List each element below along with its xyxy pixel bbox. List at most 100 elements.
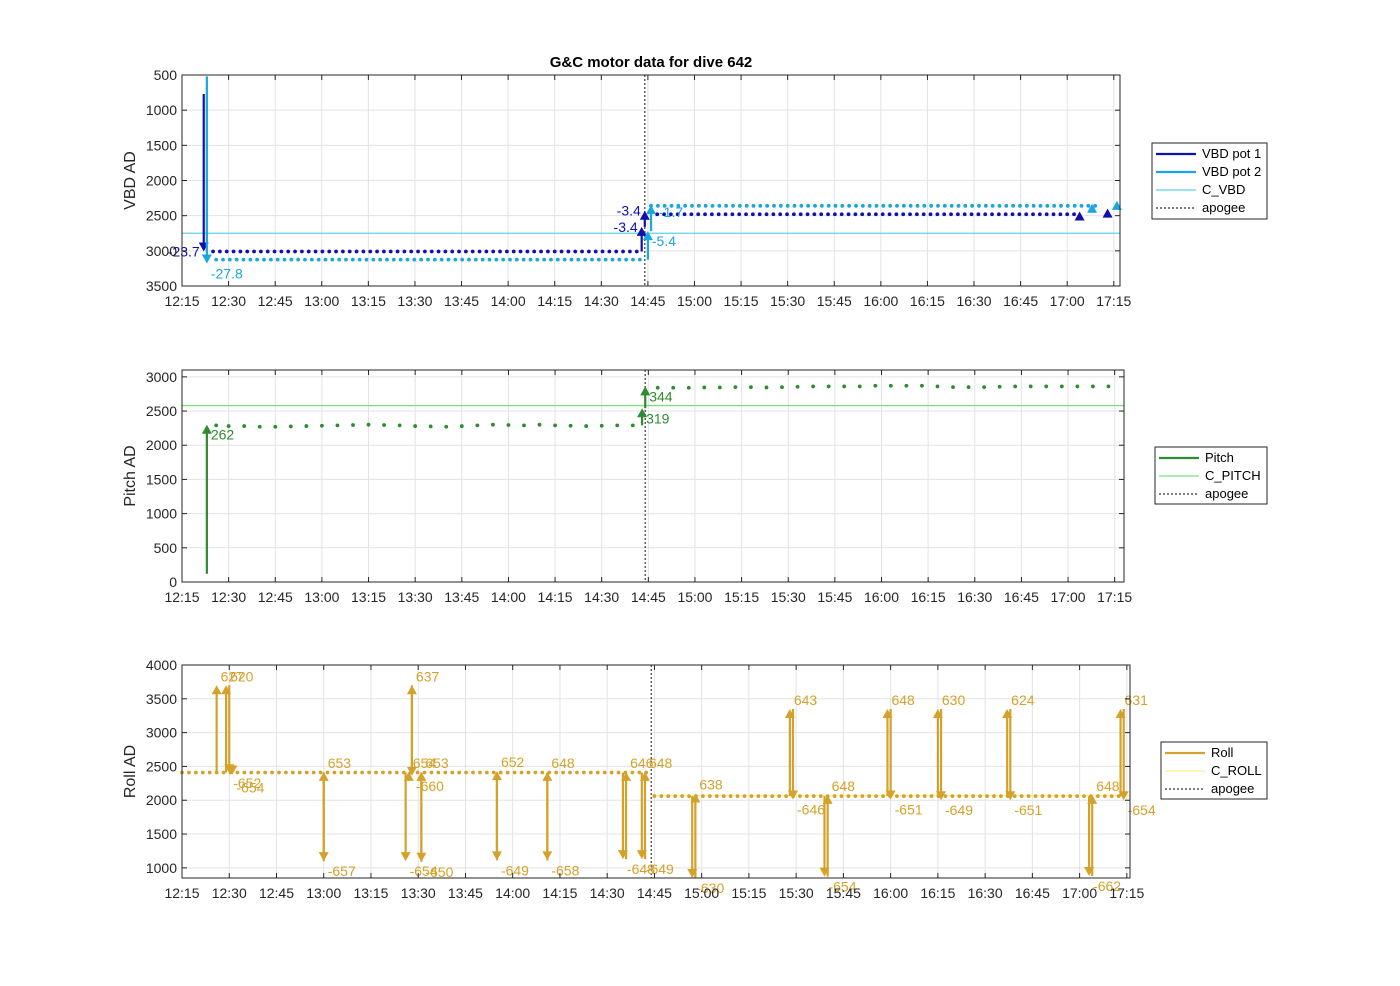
data-point [970,203,975,208]
data-label: -1.7 [659,204,683,220]
data-point [467,257,471,262]
data-point [346,770,351,775]
data-point [532,249,537,254]
data-label: -649 [945,802,973,818]
legend-label: apogee [1202,200,1245,215]
data-point [696,203,701,208]
data-point [227,257,232,262]
data-point [751,203,756,208]
data-point [330,257,335,262]
data-point [555,257,560,262]
data-point [1082,794,1086,799]
data-point [690,203,694,208]
x-tick-label: 17:15 [1096,293,1131,309]
data-point [904,383,909,388]
arrow-head [885,790,896,800]
data-point [839,212,844,217]
data-point [895,203,899,208]
data-point [473,257,478,262]
data-point [340,249,345,254]
data-point [655,203,660,208]
data-label: 262 [211,427,235,443]
data-point [575,770,579,775]
y-axis-label: Roll AD [122,745,139,798]
x-tick-label: 16:45 [1004,589,1039,605]
y-tick-label: 1500 [146,471,177,487]
data-point [566,249,571,254]
data-label: -658 [551,862,579,878]
data-point [505,770,510,775]
data-point [1068,794,1073,799]
arrow-head [201,254,212,264]
data-point [593,249,598,254]
data-point [798,212,803,217]
data-point [1047,794,1052,799]
data-label: -630 [696,880,724,896]
data-label: -646 [797,802,825,818]
x-tick-label: 16:00 [864,589,899,605]
data-point [464,770,468,775]
data-point [1024,212,1029,217]
data-point [1072,203,1077,208]
data-point [327,249,332,254]
data-point [357,257,362,262]
data-point [569,257,574,262]
data-point [514,257,519,262]
data-point [881,203,886,208]
data-point [819,212,824,217]
data-point [826,212,830,217]
data-label: -649 [646,861,674,877]
data-point [671,385,676,390]
data-point [258,249,263,254]
data-point [826,203,831,208]
chart-2: 262 319 344 12:15 12:30 12:45 13:00 13:15 13:30 1… [122,369,1268,605]
data-label: 648 [832,778,856,794]
chart-title: G&C motor data for dive 642 [550,54,753,71]
data-point [630,423,635,428]
data-point [522,423,526,428]
data-point [957,794,962,799]
x-tick-label: 14:00 [491,293,526,309]
data-point [819,203,824,208]
x-tick-label: 16:15 [911,589,946,605]
data-point [615,423,620,428]
legend-label: C_PITCH [1205,468,1261,483]
data-point [234,257,239,262]
legend-label: apogee [1211,781,1254,796]
data-point [668,212,673,217]
x-tick-label: 16:45 [1015,885,1050,901]
axes-box [181,664,1131,879]
x-tick-label: 12:45 [259,885,294,901]
x-tick-label: 15:00 [677,589,712,605]
data-point [422,249,427,254]
data-point [737,203,742,208]
data-point [908,212,912,217]
data-point [561,770,565,775]
x-tick-label: 17:00 [1062,885,1097,901]
x-tick-label: 16:45 [1003,293,1038,309]
data-point [304,424,309,428]
arrow-head [1074,211,1085,221]
data-point [854,203,858,208]
data-point [214,423,219,428]
data-point [763,794,768,799]
data-point [494,257,499,262]
arrow-head [1005,791,1016,801]
legend-label: Pitch [1205,450,1234,465]
data-point [733,385,738,389]
data-point [270,770,274,775]
data-point [366,422,371,427]
data-label: 652 [501,754,525,770]
data-point [238,249,243,254]
data-point [744,203,749,208]
data-point [263,770,268,775]
data-point [1054,794,1059,799]
data-point [385,257,389,262]
data-point [977,203,981,208]
data-label: -3.4 [614,219,638,235]
data-point [552,249,557,254]
data-point [634,249,639,254]
data-point [371,257,376,262]
data-point [477,249,482,254]
x-tick-label: 12:15 [164,293,199,309]
